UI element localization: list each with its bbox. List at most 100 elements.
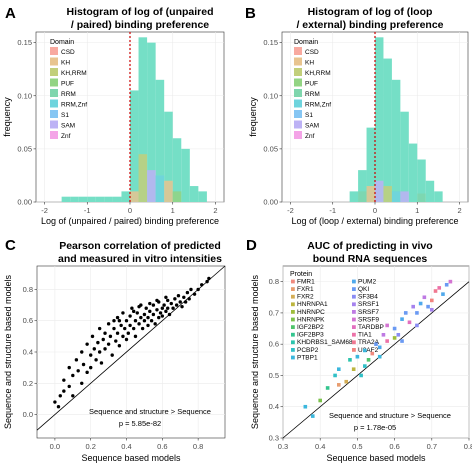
panel-b-bars (349, 37, 443, 202)
histogram-bar (425, 180, 435, 202)
panel-d-diagonal (282, 281, 470, 439)
panel-d-legend: Protein FMR1FXR1FXR2HNRNPA1HNRNPCHNRNPKI… (290, 271, 384, 361)
x-tick-label: 0.4 (315, 442, 325, 451)
scatter-point (67, 384, 71, 389)
panel-d-pvalue: p = 1.78e-05 (354, 423, 396, 432)
scatter-point (135, 311, 139, 315)
scatter-point (422, 295, 427, 300)
histogram-bar (78, 196, 88, 202)
scatter-point (74, 358, 79, 362)
legend-swatch (50, 68, 58, 76)
scatter-point (53, 400, 57, 404)
histogram-bar (349, 191, 359, 202)
scatter-point (355, 354, 360, 359)
legend-swatch (291, 355, 295, 360)
legend-swatch (291, 325, 295, 329)
scatter-point (94, 358, 98, 362)
scatter-point (430, 298, 434, 303)
scatter-point (101, 337, 105, 342)
scatter-point (110, 353, 114, 357)
scatter-point (128, 314, 132, 318)
scatter-point (131, 309, 136, 314)
legend-swatch (294, 120, 302, 129)
scatter-point (176, 294, 181, 298)
legend-swatch (352, 302, 356, 307)
scatter-point (164, 295, 168, 299)
scatter-point (310, 414, 315, 418)
scatter-point (124, 319, 129, 323)
legend-label: Znf (61, 133, 71, 140)
x-tick-label: -1 (329, 206, 336, 215)
scatter-point (148, 301, 152, 306)
panel-b-legend: Domain CSD KH KH,RRM PUF RRM RRM,Znf S1 SAM Znf (294, 39, 331, 140)
domain-overlay-bar (400, 191, 409, 202)
scatter-point (169, 301, 173, 306)
scatter-point (160, 306, 165, 310)
domain-overlay-bar (147, 170, 156, 202)
scatter-point (58, 394, 62, 398)
legend-swatch (352, 310, 356, 314)
panel-b-x-label: Log of (loop / external) binding prefere… (291, 216, 458, 226)
legend-swatch (291, 317, 295, 322)
histogram-bar (172, 138, 182, 202)
panel-a-y-label: frequency (2, 97, 12, 137)
legend-label: KH (305, 60, 314, 67)
legend-label: KH,RRM (305, 70, 331, 77)
scatter-point (363, 348, 367, 353)
panel-c-x-ticks: 0.0 0.2 0.4 0.6 0.8 (50, 438, 203, 451)
domain-overlay-bar (391, 191, 401, 202)
scatter-point (97, 350, 102, 354)
legend-label: Znf (305, 133, 315, 140)
panel-c: C Pearson correlation of predicted and m… (3, 237, 226, 463)
scatter-point (151, 312, 156, 317)
y-tick-label: 0.2 (23, 379, 33, 388)
legend-label: S1 (61, 112, 69, 119)
scatter-point (115, 315, 120, 320)
panel-d-y-ticks: 0.3 0.4 0.5 0.6 0.7 0.8 (269, 277, 283, 443)
legend-swatch (291, 279, 295, 284)
panel-b-y-label: frequency (248, 97, 258, 137)
scatter-point (62, 389, 66, 393)
scatter-point (85, 370, 89, 375)
y-tick-label: 0.4 (23, 348, 33, 357)
scatter-point (71, 373, 75, 378)
scatter-point (133, 334, 138, 339)
legend-label: SRSF1 (358, 301, 379, 308)
x-tick-label: 1 (415, 206, 419, 215)
histogram-bar (181, 148, 190, 202)
legend-swatch (294, 47, 302, 55)
panel-label-d: D (246, 237, 257, 254)
y-tick-label: 0.10 (17, 91, 32, 100)
y-tick-label: 0.00 (263, 198, 278, 207)
scatter-point (67, 365, 71, 370)
y-tick-label: 0.6 (269, 340, 279, 349)
scatter-point (178, 300, 182, 304)
scatter-point (117, 319, 122, 323)
legend-label: RRM (305, 91, 320, 98)
panel-c-title-line1: Pearson correlation of predicted (59, 240, 221, 252)
panel-d-x-label: Sequence based models (326, 453, 426, 463)
panel-c-pvalue: p = 5.85e-82 (119, 419, 161, 428)
y-tick-label: 0.4 (269, 402, 279, 411)
y-tick-label: 0.8 (269, 277, 279, 286)
legend-label: SAM (61, 123, 75, 130)
panel-d-y-label: Sequence and structure based models (250, 274, 260, 429)
scatter-point (370, 351, 375, 356)
legend-swatch (352, 348, 356, 352)
legend-label: CSD (305, 49, 319, 56)
legend-swatch (291, 340, 295, 345)
x-tick-label: 2 (213, 206, 217, 215)
scatter-point (89, 353, 93, 357)
scatter-point (76, 369, 80, 373)
scatter-point (377, 345, 382, 350)
scatter-point (115, 331, 120, 335)
histogram-bar (383, 58, 392, 202)
legend-label: FMR1 (297, 278, 315, 285)
legend-swatch (352, 332, 356, 337)
scatter-point (174, 303, 179, 307)
scatter-point (99, 361, 104, 365)
scatter-point (200, 283, 204, 287)
scatter-point (123, 326, 127, 331)
legend-label: PUF (61, 81, 74, 88)
scatter-point (418, 301, 423, 306)
